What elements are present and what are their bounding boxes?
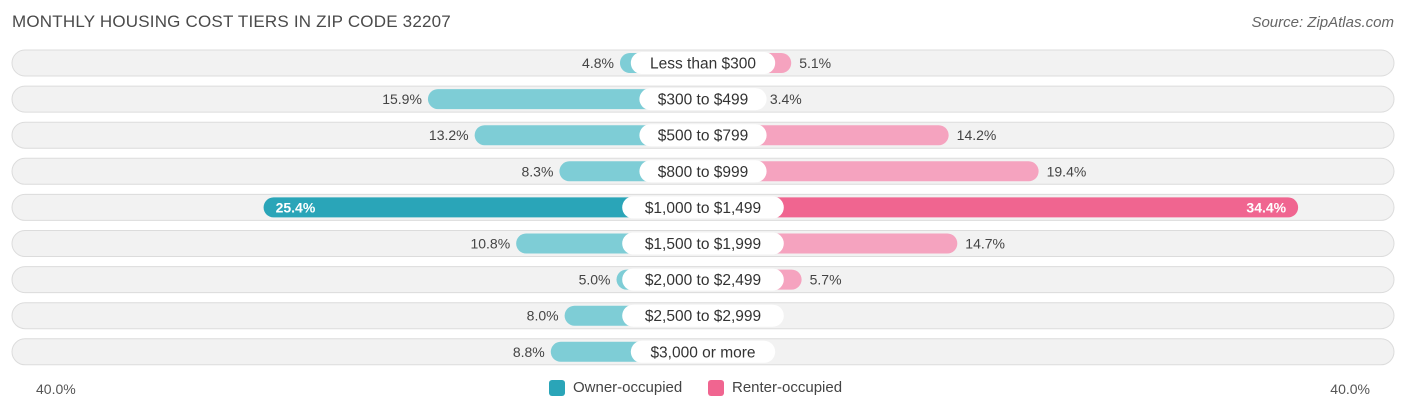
chart-row: 25.4% 34.4% $1,000 to $1,499 [11,193,1395,221]
axis-left-label: 40.0% [36,381,76,397]
owner-bar[interactable] [427,89,703,110]
owner-value-label: 8.3% [521,163,553,179]
owner-value-label: 8.0% [527,308,559,324]
chart-row: 13.2% 14.2% $500 to $799 [11,121,1395,149]
category-label: $500 to $799 [658,128,749,145]
axis-right-label: 40.0% [1330,381,1370,397]
category-label: $3,000 or more [650,344,755,361]
owner-value-label: 4.8% [582,55,614,71]
category-label: $1,500 to $1,999 [645,236,761,253]
owner-value-label: 15.9% [382,91,422,107]
chart-row: 5.0% 5.7% $2,000 to $2,499 [11,266,1395,294]
owner-value-label: 5.0% [579,272,611,288]
category-label: $300 to $499 [658,92,749,109]
legend-swatch-owner [549,379,565,396]
chart-row: 8.3% 19.4% $800 to $999 [11,157,1395,185]
diverging-bar-chart: 4.8% 5.1% Less than $300 15.9% 3.4% $300 to $… [11,49,1395,366]
renter-bar[interactable] [703,197,1299,218]
owner-value-label: 25.4% [276,199,316,215]
renter-bar[interactable] [703,161,1039,182]
category-label-pill [622,232,784,255]
category-label-pill [622,268,784,291]
category-label: $2,000 to $2,499 [645,272,761,289]
renter-value-label: 14.7% [965,236,1005,252]
renter-value-label: 34.4% [1246,199,1286,215]
category-label-pill [630,52,776,74]
chart-title: MONTHLY HOUSING COST TIERS IN ZIP CODE 3… [12,12,451,31]
legend-swatch-renter [708,379,724,396]
category-label-pill [622,196,784,219]
category-label-pill [639,88,767,111]
chart-source: Source: ZipAtlas.com [1251,14,1394,31]
legend-label-renter: Renter-occupied [732,379,843,396]
category-label-pill [630,340,776,363]
category-label-pill [639,160,767,183]
owner-bar[interactable] [263,197,703,218]
category-label: $2,500 to $2,999 [645,308,761,325]
category-label-pill [639,124,767,147]
owner-value-label: 8.8% [513,344,545,360]
renter-value-label: 5.1% [799,55,831,71]
owner-value-label: 10.8% [470,236,510,252]
legend: Owner-occupied Renter-occupied [0,379,1406,399]
renter-value-label: 3.4% [770,91,802,107]
chart-row: 8.8%0.86%$3,000 or more [11,338,1395,366]
renter-value-label: 14.2% [957,127,997,143]
legend-item-renter[interactable]: Renter-occupied [708,379,842,396]
category-label: $800 to $999 [658,164,749,181]
renter-value-label: 19.4% [1047,163,1087,179]
chart-row: 10.8% 14.7% $1,500 to $1,999 [11,230,1395,257]
chart-row: 8.0%0.85%$2,500 to $2,999 [11,302,1395,330]
renter-value-label: 5.7% [810,272,842,288]
owner-value-label: 13.2% [429,127,469,143]
category-label-pill [622,304,784,327]
category-label: Less than $300 [650,56,756,73]
chart-row: 4.8% 5.1% Less than $300 [11,49,1395,77]
legend-label-owner: Owner-occupied [573,379,683,396]
chart-row: 15.9% 3.4% $300 to $499 [11,85,1395,113]
legend-item-owner[interactable]: Owner-occupied [549,379,682,396]
category-label: $1,000 to $1,499 [645,200,761,217]
